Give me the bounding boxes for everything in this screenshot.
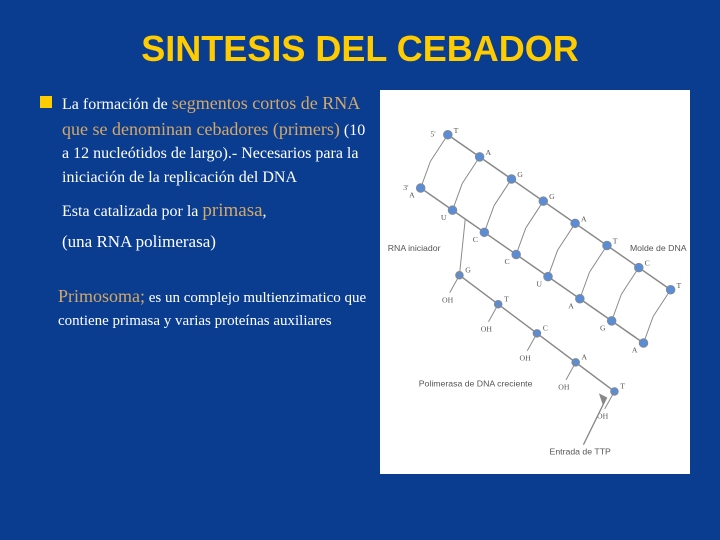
slide-title: SINTESIS DEL CEBADOR xyxy=(0,0,720,90)
paragraph-3: Primosoma; es un complejo multienzimatic… xyxy=(58,283,370,333)
p2-highlight: primasa xyxy=(202,200,262,221)
dna-diagram: TAAUGCGCAUTACGTA5'3'OHGOHTOHCOHAOHT RNA … xyxy=(380,90,690,474)
svg-text:C: C xyxy=(543,323,548,332)
svg-text:G: G xyxy=(517,170,523,179)
paragraph-1: La formación de segmentos cortos de RNA … xyxy=(62,90,370,189)
svg-text:T: T xyxy=(620,382,625,391)
svg-text:T: T xyxy=(676,281,681,290)
svg-text:A: A xyxy=(582,353,588,362)
p1-text-1: La formación de xyxy=(62,96,172,113)
p2-text-1: Esta catalizada por la xyxy=(62,203,202,220)
svg-text:A: A xyxy=(568,301,574,310)
svg-text:C: C xyxy=(473,235,478,244)
label-entrada: Entrada de TTP xyxy=(550,446,611,456)
svg-text:OH: OH xyxy=(520,353,532,362)
svg-text:OH: OH xyxy=(558,383,570,392)
bullet-item-1: La formación de segmentos cortos de RNA … xyxy=(40,90,370,189)
svg-text:C: C xyxy=(505,257,510,266)
p3-highlight: Primosoma; xyxy=(58,286,145,306)
svg-text:A: A xyxy=(632,346,638,355)
diagram-svg: TAAUGCGCAUTACGTA5'3'OHGOHTOHCOHAOHT RNA … xyxy=(380,90,690,474)
svg-text:3': 3' xyxy=(403,183,409,192)
svg-text:A: A xyxy=(409,191,415,200)
svg-text:U: U xyxy=(536,279,542,288)
svg-text:OH: OH xyxy=(442,295,454,304)
paragraph-2: Esta catalizada por la primasa, (una RNA… xyxy=(62,197,370,255)
svg-text:A: A xyxy=(485,148,491,157)
svg-text:5': 5' xyxy=(430,130,436,139)
label-pol: Polimerasa de DNA creciente xyxy=(419,379,533,389)
svg-text:C: C xyxy=(645,259,650,268)
content-area: La formación de segmentos cortos de RNA … xyxy=(0,90,720,474)
label-rna: RNA iniciador xyxy=(388,243,441,253)
text-column: La formación de segmentos cortos de RNA … xyxy=(40,90,370,474)
svg-text:G: G xyxy=(600,324,606,333)
bullet-icon xyxy=(40,96,52,108)
svg-text:T: T xyxy=(613,237,618,246)
p2-text-3: (una RNA polimerasa) xyxy=(62,230,370,255)
svg-text:G: G xyxy=(465,265,471,274)
svg-text:T: T xyxy=(504,294,509,303)
svg-text:T: T xyxy=(454,126,459,135)
svg-text:A: A xyxy=(581,214,587,223)
label-molde: Molde de DNA xyxy=(630,243,687,253)
svg-text:U: U xyxy=(441,213,447,222)
p2-text-2: , xyxy=(263,203,267,220)
svg-text:OH: OH xyxy=(481,324,493,333)
svg-text:G: G xyxy=(549,192,555,201)
